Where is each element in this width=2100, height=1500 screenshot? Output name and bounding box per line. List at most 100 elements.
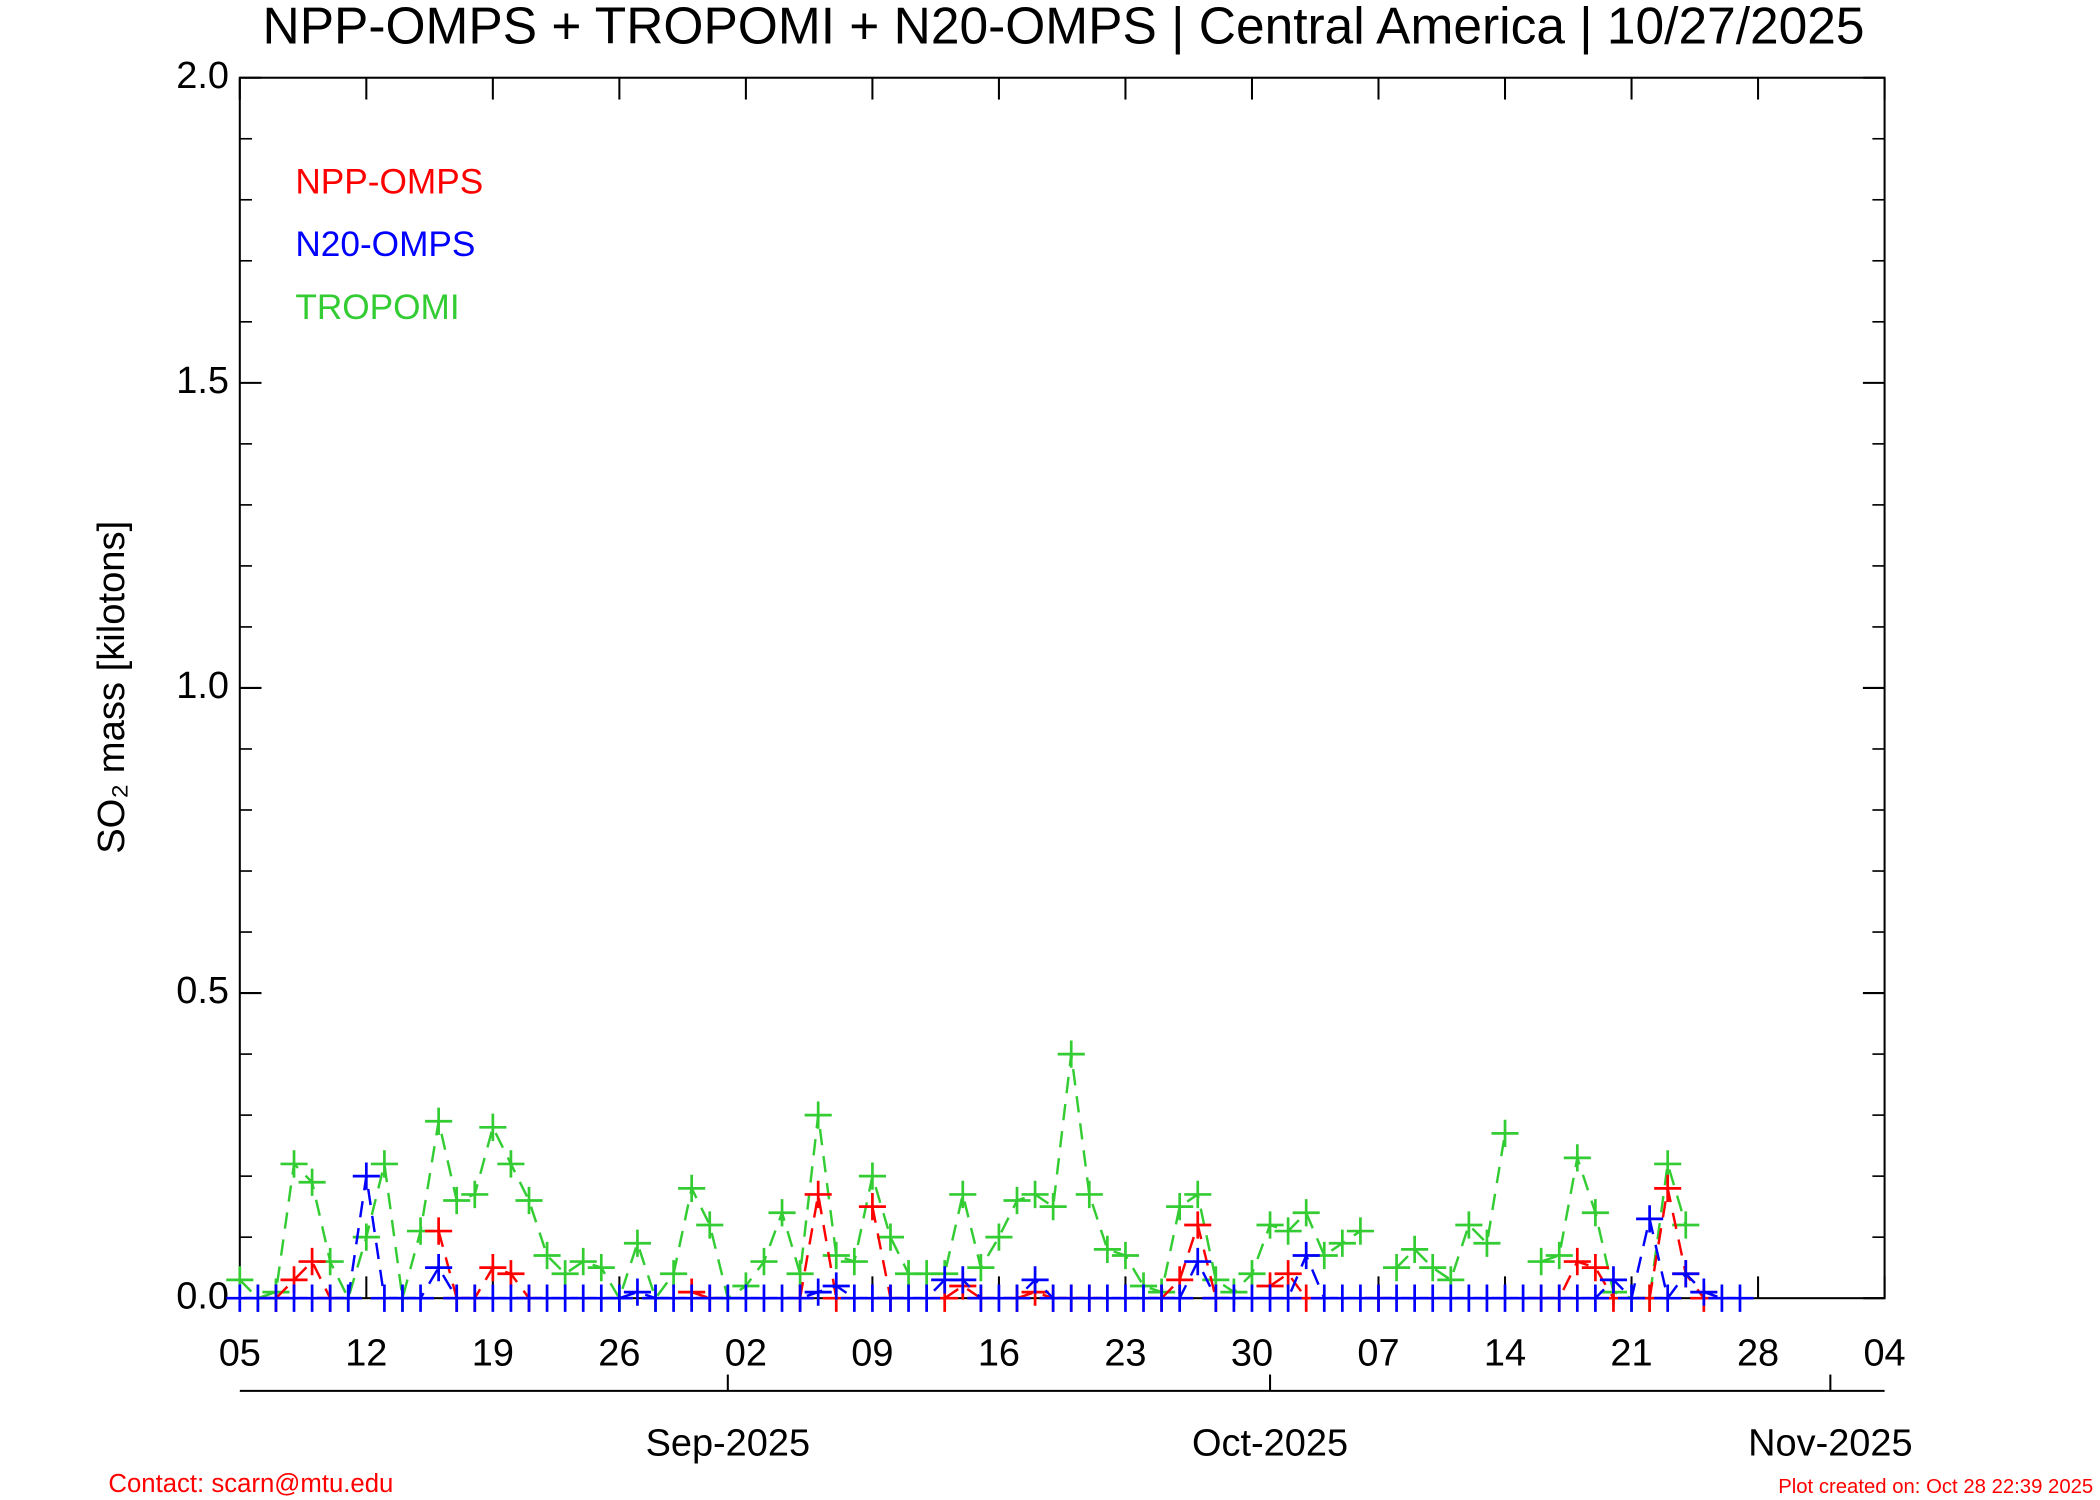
data-point	[1581, 1254, 1609, 1282]
data-point	[298, 1168, 326, 1196]
data-point	[858, 1162, 886, 1190]
x-tick-label: 04	[1863, 1332, 1905, 1374]
x-tick-label: 28	[1737, 1332, 1779, 1374]
data-point	[461, 1180, 489, 1209]
data-point	[804, 1278, 832, 1306]
data-point	[1617, 1284, 1646, 1312]
data-point	[678, 1174, 706, 1202]
y-axis-label: SO₂ mass [kilotons]	[91, 521, 133, 854]
month-label: Sep-2025	[646, 1422, 810, 1464]
data-point	[1184, 1180, 1212, 1209]
data-point	[1328, 1229, 1356, 1257]
data-point	[1654, 1174, 1682, 1202]
data-point	[1256, 1211, 1284, 1239]
x-tick-label: 05	[219, 1332, 261, 1374]
data-point	[1075, 1180, 1103, 1209]
data-point	[985, 1223, 1013, 1251]
data-point	[479, 1113, 507, 1141]
month-label: Oct-2025	[1192, 1422, 1348, 1464]
y-tick-label: 1.0	[176, 665, 229, 707]
month-label: Nov-2025	[1748, 1422, 1912, 1464]
data-point	[1527, 1247, 1555, 1276]
data-point	[1166, 1193, 1194, 1221]
data-point	[1184, 1211, 1212, 1239]
data-point	[407, 1284, 435, 1312]
data-point	[605, 1284, 633, 1312]
data-point	[425, 1217, 453, 1245]
data-point	[280, 1150, 308, 1178]
data-point	[822, 1272, 850, 1300]
chart-title: NPP-OMPS + TROPOMI + N20-OMPS | Central …	[263, 0, 1865, 55]
data-point	[1654, 1150, 1682, 1178]
data-point	[1292, 1199, 1320, 1227]
x-tick-label: 16	[978, 1332, 1020, 1374]
data-point	[497, 1150, 525, 1178]
x-tick-label: 07	[1357, 1332, 1399, 1374]
data-point	[1401, 1235, 1429, 1263]
data-point	[1093, 1235, 1121, 1263]
x-tick-label: 26	[598, 1332, 640, 1374]
y-tick-label: 0.0	[176, 1275, 229, 1317]
x-tick-label: 02	[725, 1332, 767, 1374]
data-point	[1581, 1284, 1609, 1312]
data-point	[1672, 1260, 1700, 1288]
data-point	[1581, 1199, 1609, 1227]
data-point	[623, 1278, 651, 1306]
data-point	[768, 1199, 796, 1227]
data-point	[1292, 1241, 1320, 1270]
data-point	[515, 1186, 543, 1215]
data-point	[1021, 1180, 1049, 1209]
data-point	[786, 1284, 814, 1312]
data-point	[660, 1260, 688, 1288]
data-point	[913, 1284, 941, 1312]
x-tick-label: 12	[345, 1332, 387, 1374]
legend-entry: N20-OMPS	[295, 225, 475, 264]
data-point	[967, 1254, 995, 1282]
data-point	[696, 1211, 724, 1239]
contact: Contact: scarn@mtu.edu	[108, 1470, 393, 1498]
data-point	[1545, 1241, 1573, 1270]
data-point	[1346, 1217, 1374, 1245]
data-point	[497, 1260, 525, 1288]
data-point	[786, 1260, 814, 1288]
legend-entry: TROPOMI	[295, 288, 459, 327]
data-point	[1672, 1211, 1700, 1239]
data-point	[750, 1247, 778, 1276]
data-point	[876, 1223, 905, 1251]
data-point	[1419, 1254, 1447, 1282]
data-point	[1184, 1247, 1212, 1276]
data-point	[1166, 1284, 1194, 1312]
data-point	[1563, 1247, 1591, 1276]
data-point	[1057, 1040, 1085, 1068]
data-point	[425, 1107, 453, 1135]
data-point	[1003, 1186, 1031, 1215]
y-tick-label: 1.5	[176, 360, 229, 402]
x-tick-label: 30	[1231, 1332, 1273, 1374]
data-point	[1690, 1278, 1718, 1306]
data-point	[1039, 1193, 1067, 1221]
data-point	[551, 1260, 579, 1288]
x-tick-label: 21	[1610, 1332, 1652, 1374]
data-point	[1111, 1241, 1140, 1270]
data-point	[949, 1266, 977, 1294]
data-point	[370, 1150, 398, 1178]
data-point	[1455, 1211, 1483, 1239]
legend-entry: NPP-OMPS	[295, 162, 483, 201]
x-tick-label: 23	[1104, 1332, 1146, 1374]
data-point	[1726, 1284, 1754, 1312]
data-point	[443, 1186, 471, 1215]
x-tick-label: 14	[1484, 1332, 1526, 1374]
data-point	[1274, 1284, 1302, 1312]
data-point	[1636, 1205, 1664, 1233]
x-tick-label: 19	[472, 1332, 514, 1374]
data-point	[1021, 1266, 1049, 1294]
data-point	[1383, 1254, 1411, 1282]
data-point	[587, 1254, 615, 1282]
data-point	[425, 1254, 453, 1282]
data-point	[533, 1241, 561, 1270]
data-point	[479, 1254, 507, 1282]
data-point	[1654, 1284, 1682, 1312]
data-point	[1238, 1260, 1266, 1288]
